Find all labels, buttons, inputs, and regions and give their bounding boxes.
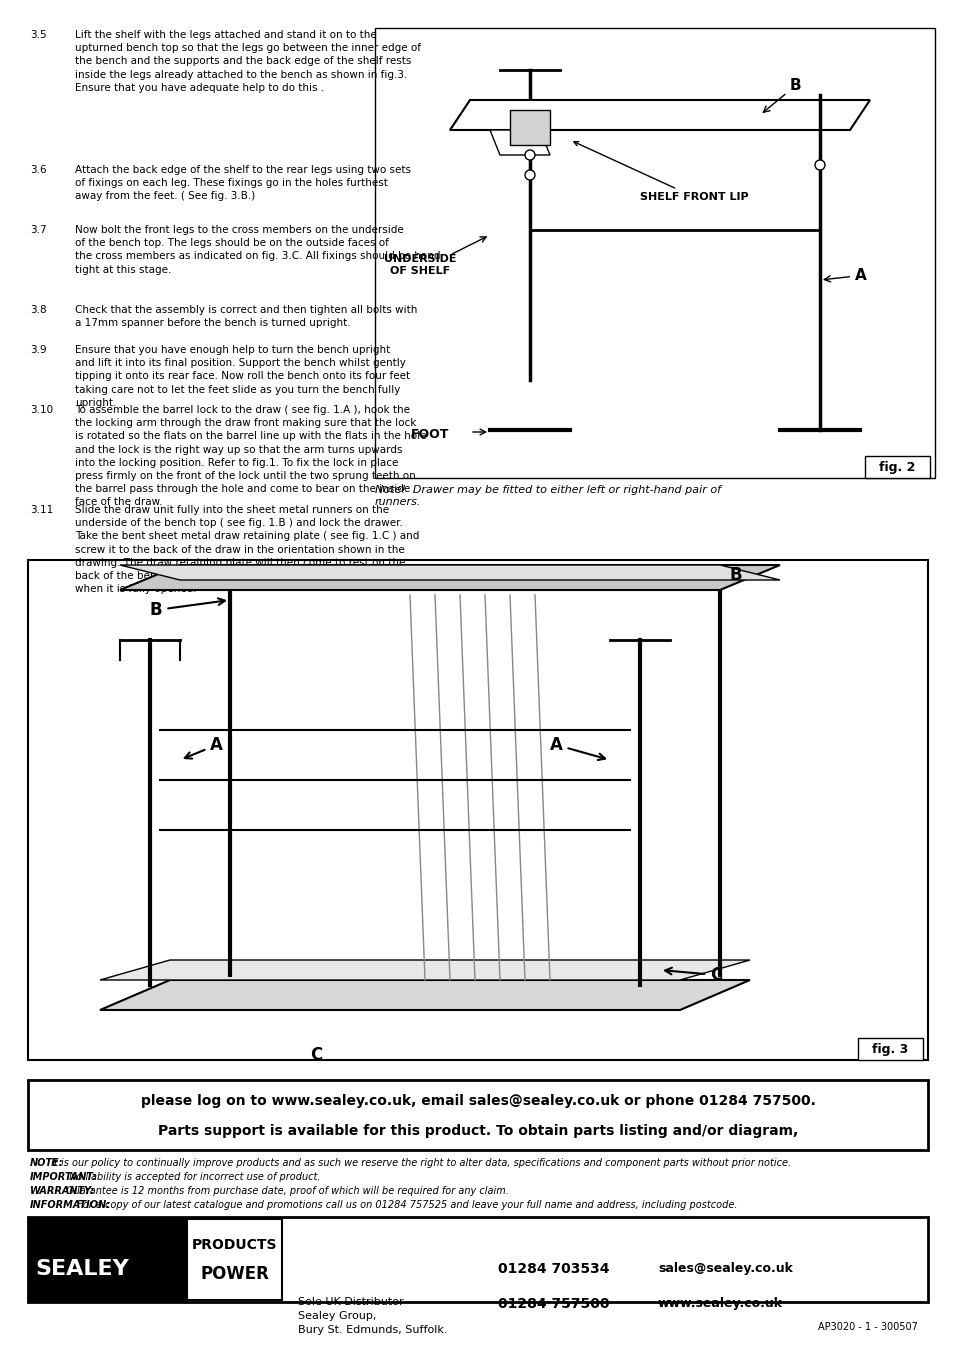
Polygon shape <box>120 565 780 590</box>
Text: 3.9: 3.9 <box>30 345 47 355</box>
Text: Parts support is available for this product. To obtain parts listing and/or diag: Parts support is available for this prod… <box>157 1124 798 1138</box>
Text: B: B <box>150 598 225 619</box>
Text: Guarantee is 12 months from purchase date, proof of which will be required for a: Guarantee is 12 months from purchase dat… <box>63 1186 508 1196</box>
Text: Now bolt the front legs to the cross members on the underside
of the bench top. : Now bolt the front legs to the cross mem… <box>75 226 440 274</box>
Text: To assemble the barrel lock to the draw ( see fig. 1.A ), hook the
the locking a: To assemble the barrel lock to the draw … <box>75 405 426 508</box>
Bar <box>28 561 927 1061</box>
Text: A: A <box>550 736 604 761</box>
Text: It is our policy to continually improve products and as such we reserve the righ: It is our policy to continually improve … <box>49 1158 790 1169</box>
Text: For a copy of our latest catalogue and promotions call us on 01284 757525 and le: For a copy of our latest catalogue and p… <box>73 1200 737 1210</box>
Text: Note!  Drawer may be fitted to either left or right-hand pair of
runners.: Note! Drawer may be fitted to either lef… <box>375 485 720 507</box>
Bar <box>28 1079 927 1150</box>
Text: SEALEY: SEALEY <box>35 1259 129 1279</box>
Text: B: B <box>729 566 741 584</box>
Text: POWER: POWER <box>200 1265 269 1283</box>
Text: INFORMATION:: INFORMATION: <box>30 1200 111 1210</box>
Polygon shape <box>450 100 869 130</box>
Text: A: A <box>185 736 223 759</box>
Text: C: C <box>310 1046 322 1065</box>
Bar <box>187 1219 282 1300</box>
Text: 01284 757500: 01284 757500 <box>497 1297 609 1310</box>
Text: 01284 703534: 01284 703534 <box>497 1262 609 1275</box>
Text: Sole UK Distributor
Sealey Group,
Bury St. Edmunds, Suffolk.: Sole UK Distributor Sealey Group, Bury S… <box>297 1297 447 1335</box>
Polygon shape <box>120 565 780 580</box>
Text: please log on to www.sealey.co.uk, email sales@sealey.co.uk or phone 01284 75750: please log on to www.sealey.co.uk, email… <box>140 1094 815 1108</box>
Text: AP3020 - 1 - 300507: AP3020 - 1 - 300507 <box>818 1323 917 1332</box>
Text: NOTE:: NOTE: <box>30 1158 64 1169</box>
Text: fig. 3: fig. 3 <box>871 1043 907 1055</box>
Text: 3.10: 3.10 <box>30 405 53 415</box>
Text: 3.6: 3.6 <box>30 165 47 176</box>
Text: C: C <box>664 966 721 984</box>
Text: www.sealey.co.uk: www.sealey.co.uk <box>658 1297 782 1310</box>
Polygon shape <box>510 109 550 145</box>
Polygon shape <box>490 130 550 155</box>
Circle shape <box>524 170 535 180</box>
Bar <box>375 28 934 478</box>
Text: 3.8: 3.8 <box>30 305 47 315</box>
Text: Attach the back edge of the shelf to the rear legs using two sets
of fixings on : Attach the back edge of the shelf to the… <box>75 165 411 201</box>
Text: PRODUCTS: PRODUCTS <box>192 1238 277 1252</box>
Text: UNDERSIDE
OF SHELF: UNDERSIDE OF SHELF <box>383 254 456 276</box>
Text: fig. 2: fig. 2 <box>878 461 914 473</box>
Text: B: B <box>762 78 801 112</box>
Text: WARRANTY:: WARRANTY: <box>30 1186 95 1196</box>
Polygon shape <box>100 961 749 979</box>
Bar <box>864 457 929 478</box>
Text: No liability is accepted for incorrect use of product.: No liability is accepted for incorrect u… <box>67 1173 320 1182</box>
Bar <box>28 1217 927 1302</box>
Text: sales@sealey.co.uk: sales@sealey.co.uk <box>658 1262 792 1275</box>
Text: Lift the shelf with the legs attached and stand it on to the
upturned bench top : Lift the shelf with the legs attached an… <box>75 30 420 93</box>
Text: Ensure that you have enough help to turn the bench upright
and lift it into its : Ensure that you have enough help to turn… <box>75 345 410 408</box>
Text: SHELF FRONT LIP: SHELF FRONT LIP <box>574 142 748 203</box>
Text: 3.11: 3.11 <box>30 505 53 515</box>
Text: 3.5: 3.5 <box>30 30 47 41</box>
Text: 3.7: 3.7 <box>30 226 47 235</box>
Polygon shape <box>100 979 749 1011</box>
Bar <box>857 1038 923 1061</box>
Text: A: A <box>823 267 866 282</box>
Text: FOOT: FOOT <box>411 428 449 442</box>
Circle shape <box>814 159 824 170</box>
Circle shape <box>524 150 535 159</box>
Text: Slide the draw unit fully into the sheet metal runners on the
underside of the b: Slide the draw unit fully into the sheet… <box>75 505 419 594</box>
Bar <box>30 1219 185 1300</box>
Text: IMPORTANT:: IMPORTANT: <box>30 1173 97 1182</box>
Text: Check that the assembly is correct and then tighten all bolts with
a 17mm spanne: Check that the assembly is correct and t… <box>75 305 417 328</box>
